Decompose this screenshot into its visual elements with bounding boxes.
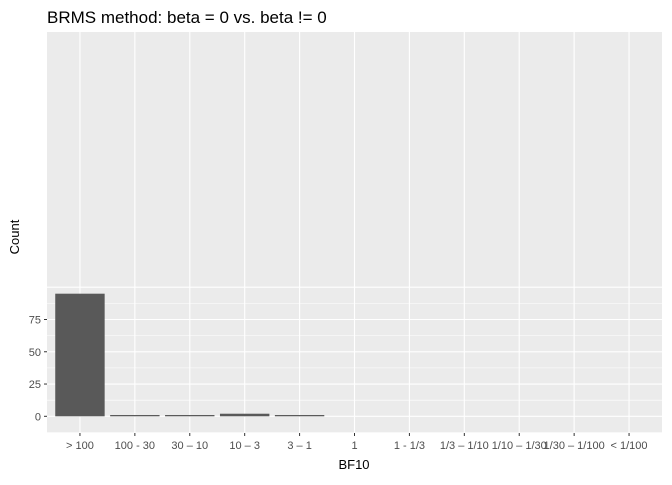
x-tick-label: < 1/100 bbox=[611, 440, 648, 452]
bar bbox=[165, 415, 215, 417]
bar bbox=[219, 413, 270, 417]
y-tick-label: 75 bbox=[29, 315, 41, 327]
bars-group bbox=[55, 293, 325, 417]
chart-title: BRMS method: beta = 0 vs. beta != 0 bbox=[47, 8, 327, 27]
y-axis-title: Count bbox=[7, 219, 22, 254]
x-tick-label: 1 bbox=[351, 440, 357, 452]
x-axis: > 100 100 - 30 30 – 10 10 – 3 3 – 1 1 1 - 1/3 1… bbox=[66, 433, 648, 452]
x-tick-label: 3 – 1 bbox=[287, 440, 311, 452]
x-tick-label: 1 - 1/3 bbox=[394, 440, 425, 452]
y-tick-label: 50 bbox=[29, 347, 41, 359]
x-tick-label: 10 – 3 bbox=[229, 440, 260, 452]
x-axis-title: BF10 bbox=[338, 457, 369, 472]
x-tick-label: 1/10 – 1/30 bbox=[492, 440, 547, 452]
y-axis: 0 25 50 75 bbox=[29, 315, 47, 423]
bar bbox=[110, 415, 160, 417]
x-tick-label: 1/3 – 1/10 bbox=[440, 440, 489, 452]
x-tick-label: 1/30 – 1/100 bbox=[544, 440, 605, 452]
x-tick-label: 30 – 10 bbox=[171, 440, 208, 452]
bar bbox=[55, 293, 105, 417]
bar bbox=[274, 415, 325, 417]
y-tick-label: 0 bbox=[35, 411, 41, 423]
x-tick-label: 100 - 30 bbox=[115, 440, 155, 452]
y-tick-label: 25 bbox=[29, 379, 41, 391]
x-tick-label: > 100 bbox=[66, 440, 94, 452]
